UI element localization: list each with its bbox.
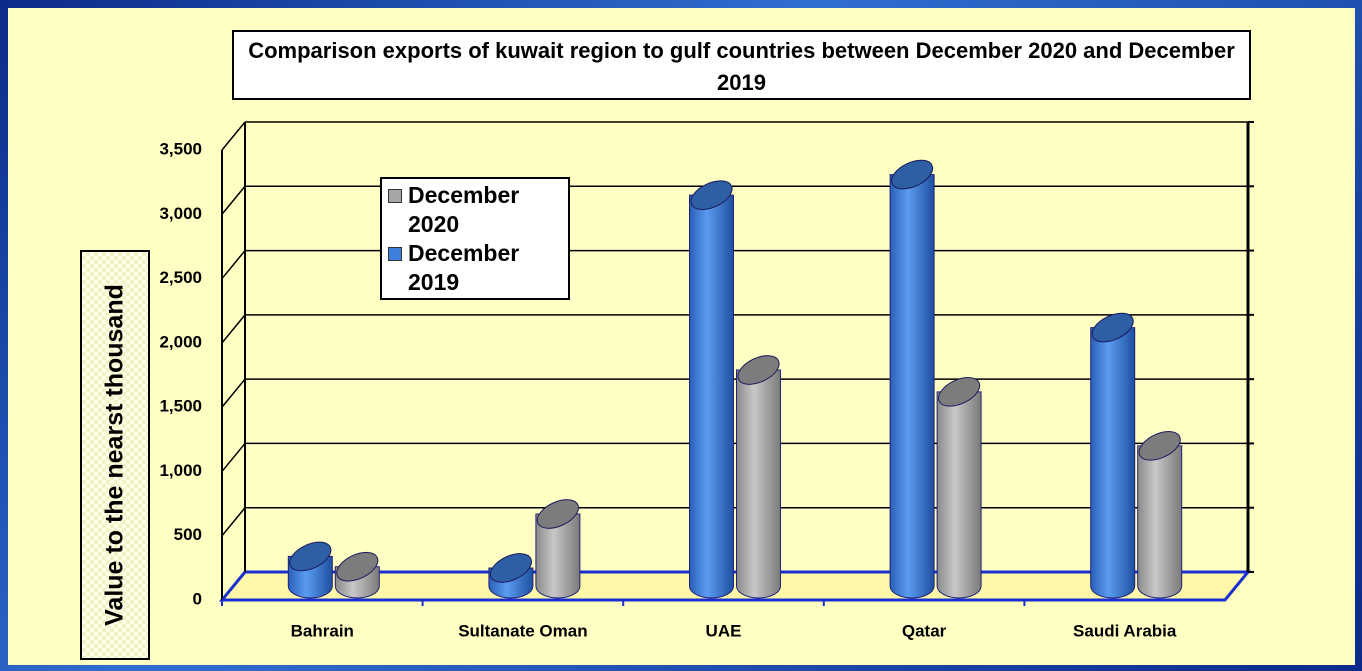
legend-item: December 2020 [388, 181, 568, 239]
bar-body [936, 391, 982, 599]
y-tick-label: 500 [174, 525, 202, 544]
legend-swatch [388, 247, 402, 261]
grid-line-side [221, 185, 246, 215]
grid-line-side [221, 378, 246, 408]
x-tick-label: Bahrain [291, 621, 354, 640]
grid-line-side [221, 442, 246, 472]
grid-line-side [221, 314, 246, 344]
grid-line-side [221, 121, 246, 151]
bar-top [938, 377, 981, 407]
bar-body [1090, 327, 1136, 599]
legend-label: December 2019 [408, 240, 520, 295]
bar-body [736, 369, 781, 599]
bar-body [889, 174, 935, 599]
y-tick-label: 1,000 [159, 461, 202, 480]
bar [889, 159, 935, 599]
y-tick-label: 2,000 [159, 332, 202, 351]
bar-top [690, 180, 733, 210]
bar [488, 553, 534, 599]
y-tick-label: 1,500 [159, 397, 202, 416]
y-tick-label: 0 [193, 589, 202, 608]
bar [535, 499, 581, 599]
bar-body [535, 513, 581, 599]
legend: December 2020 December 2019 [380, 177, 570, 300]
x-tick-label: Qatar [902, 621, 947, 640]
bar-top [737, 355, 780, 385]
bar-top [536, 499, 579, 529]
bar [689, 180, 734, 599]
grid-line-side [221, 250, 246, 280]
legend-swatch [388, 189, 402, 203]
bar-top [891, 159, 934, 190]
y-tick-label: 3,000 [159, 204, 202, 223]
bar-top [336, 551, 379, 582]
x-tick-label: Saudi Arabia [1073, 621, 1177, 640]
bar-top [289, 541, 332, 572]
legend-item: December 2019 [388, 239, 568, 297]
x-tick-label: Sultanate Oman [458, 621, 587, 640]
bar-top [1138, 431, 1181, 461]
y-axis-box: Value to the nearst thousand [80, 250, 150, 660]
x-tick-label: UAE [706, 621, 742, 640]
grid-line-side [221, 507, 246, 537]
bar [1137, 431, 1183, 599]
y-axis-label: Value to the nearst thousand [100, 284, 129, 626]
y-tick-label: 2,500 [159, 268, 202, 287]
bar [936, 377, 982, 599]
bar-top [1091, 312, 1134, 343]
y-tick-label: 3,500 [159, 139, 202, 158]
bar-body [1137, 445, 1183, 599]
bar-top [489, 553, 532, 583]
bar [287, 541, 333, 599]
legend-label: December 2020 [408, 182, 520, 237]
chart-title: Comparison exports of kuwait region to g… [232, 30, 1251, 100]
bar [334, 551, 380, 599]
bar-body [689, 194, 734, 599]
bar [1090, 312, 1136, 599]
bar [736, 355, 781, 599]
